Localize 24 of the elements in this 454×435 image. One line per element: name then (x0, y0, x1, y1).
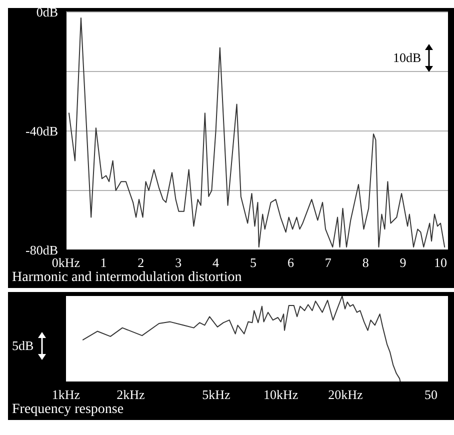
text: Frequency response (11, 402, 125, 419)
y-tick-label: -80dB (26, 242, 58, 258)
annotation: 10dB (393, 50, 422, 66)
x-tick-label: 5kHz (202, 387, 230, 402)
text: 5dB (12, 338, 34, 354)
x-tick-label: 4 (212, 255, 220, 270)
x-tick-label: 3 (175, 255, 182, 270)
x-tick-label: 6 (287, 255, 294, 270)
x-tick-label: 1 (100, 255, 107, 270)
x-tick-label: 1kHz (52, 387, 80, 402)
line-series (68, 17, 446, 248)
x-tick-label: 5 (250, 255, 257, 270)
x-tick-label: 0kHz (52, 255, 80, 270)
text: Harmonic and intermodulation distortion (11, 270, 243, 287)
x-tick-label: 20kHz (328, 387, 364, 402)
x-tick-label: 7 (324, 255, 332, 270)
x-tick-label: 2 (138, 255, 144, 270)
y-tick-label: -40dB (26, 124, 58, 139)
x-tick-label: 2kHz (116, 387, 145, 402)
x-tick-label: 9 (400, 255, 406, 270)
x-tick-label: 10kHz (263, 387, 298, 402)
x-tick-label: 10 (434, 255, 448, 270)
x-tick-label: 8 (362, 255, 369, 270)
x-tick-label: 50 (424, 387, 438, 402)
